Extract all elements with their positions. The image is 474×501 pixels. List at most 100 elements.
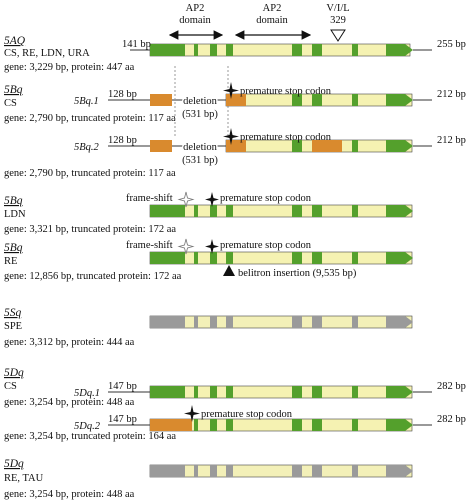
exon-arrow-end (386, 252, 413, 264)
exon (194, 252, 198, 264)
vil-label: V/I/L (326, 3, 349, 14)
gene-row-5bq-re: frame-shift premature stop codon belitro… (126, 238, 413, 279)
gene-info-5sq: gene: 3,312 bp, protein: 444 aa (4, 337, 135, 348)
exon (292, 140, 302, 152)
insertion-triangle-marker (223, 265, 235, 276)
grey-exon (312, 465, 322, 477)
exon (194, 386, 198, 398)
exon (312, 252, 322, 264)
group-labels: 5AQ CS, RE, LDN, URA gene: 3,229 bp, pro… (4, 35, 182, 500)
grey-exon (352, 316, 358, 328)
exon (226, 419, 233, 431)
exon (150, 386, 185, 398)
grey-exon (194, 465, 198, 477)
exon (194, 205, 198, 217)
group-name-5aq: 5AQ (4, 35, 26, 47)
grey-exon (210, 465, 217, 477)
grey-exon (150, 465, 185, 477)
gene-row-5dq2: 5Dq.2 147 bp 282 bp premature stop codon (74, 405, 466, 432)
group-lines-5dq-re: RE, TAU (4, 473, 44, 484)
gene-info-5aq: gene: 3,229 bp, protein: 447 aa (4, 62, 135, 73)
utr-left-length: 128 bp (108, 135, 137, 146)
exon (226, 44, 233, 56)
exon-arrow-end (386, 44, 413, 56)
utr-orange-block (150, 94, 172, 106)
gene-row-5sq (149, 315, 413, 329)
gene-row-5bq2: 5Bq.2 128 bp 212 bp deletion (531 bp) pr… (74, 128, 466, 166)
deletion-size-label: (531 bp) (182, 155, 218, 166)
gene-row-5dq-re (149, 464, 413, 478)
group-lines-5bq-ldn: LDN (4, 209, 26, 220)
grey-exon (312, 316, 322, 328)
exon-arrow-end (386, 140, 413, 152)
group-lines-5sq: SPE (4, 321, 22, 332)
exon (292, 386, 302, 398)
exon (312, 94, 322, 106)
grey-exon (226, 465, 233, 477)
frameshift-star-icon (177, 238, 195, 255)
exon (352, 205, 358, 217)
utr-left-length: 147 bp (108, 414, 137, 425)
exon (292, 94, 302, 106)
gene-row-5bq1: 5Bq.1 128 bp 212 bp deletion (531 bp) pr… (74, 66, 466, 136)
stop-codon-star-icon (205, 239, 219, 254)
exon (150, 205, 185, 217)
gene-info-5bq-re: gene: 12,856 bp, truncated protein: 172 … (4, 271, 182, 282)
deletion-size-label: (531 bp) (182, 109, 218, 120)
stop-codon-label: premature stop codon (240, 132, 332, 143)
stop-codon-star-icon (184, 405, 200, 422)
row-id-5bq2: 5Bq.2 (74, 142, 100, 153)
utr-right-length: 282 bp (437, 414, 466, 425)
exon (352, 252, 358, 264)
exon (150, 44, 185, 56)
intron-track (149, 251, 413, 265)
frameshift-label: frame-shift (126, 193, 173, 204)
grey-exon (352, 465, 358, 477)
ap2-domain-1-label: AP2 (186, 3, 205, 14)
intron-track (149, 315, 413, 329)
ap2-domain-2-label: AP2 (263, 3, 282, 14)
intron-track (149, 464, 413, 478)
exon (210, 252, 217, 264)
grey-exon (194, 316, 198, 328)
group-name-5sq: 5Sq (4, 307, 22, 319)
gene-row-5aq: 141 bp 255 bp (122, 39, 466, 57)
group-name-5dq-re: 5Dq (4, 458, 24, 470)
exon (194, 44, 198, 56)
gene-info-5dq-re: gene: 3,254 bp, protein: 448 aa (4, 489, 135, 500)
group-name-5bq-cs: 5Bq (4, 84, 23, 96)
frameshift-label: frame-shift (126, 240, 173, 251)
stop-codon-star-icon (223, 128, 239, 145)
utr-left-length: 141 bp (122, 39, 151, 50)
group-name-5bq-re: 5Bq (4, 242, 23, 254)
grey-exon (226, 316, 233, 328)
exon-arrow-end (386, 419, 413, 431)
frameshift-star-icon (177, 191, 195, 208)
ap2-domain-2-sublabel: domain (256, 15, 288, 26)
utr-left-length: 147 bp (108, 381, 137, 392)
vil-triangle-marker (330, 29, 346, 42)
deletion-label: deletion (183, 96, 218, 107)
stop-codon-label: premature stop codon (201, 409, 293, 420)
exon (226, 205, 233, 217)
exon (352, 419, 358, 431)
group-lines-5aq: CS, RE, LDN, URA (4, 48, 90, 59)
utr-right-length: 212 bp (437, 135, 466, 146)
row-id-5dq1: 5Dq.1 (74, 388, 100, 399)
exon-arrow-end (386, 386, 413, 398)
stop-codon-star-icon (223, 82, 239, 99)
utr-right-length: 255 bp (437, 39, 466, 50)
grey-exon-arrow-end (386, 465, 413, 477)
exon (210, 419, 217, 431)
grey-exon (150, 316, 185, 328)
exon (312, 419, 322, 431)
exon (292, 419, 302, 431)
utr-right-length: 282 bp (437, 381, 466, 392)
grey-exon (292, 316, 302, 328)
utr-right-length: 212 bp (437, 89, 466, 100)
intron-track (149, 43, 411, 57)
exon (226, 386, 233, 398)
group-lines-5bq-cs: CS (4, 98, 17, 109)
exon (352, 386, 358, 398)
gene-row-5bq-ldn: frame-shift premature stop codon (126, 191, 413, 218)
